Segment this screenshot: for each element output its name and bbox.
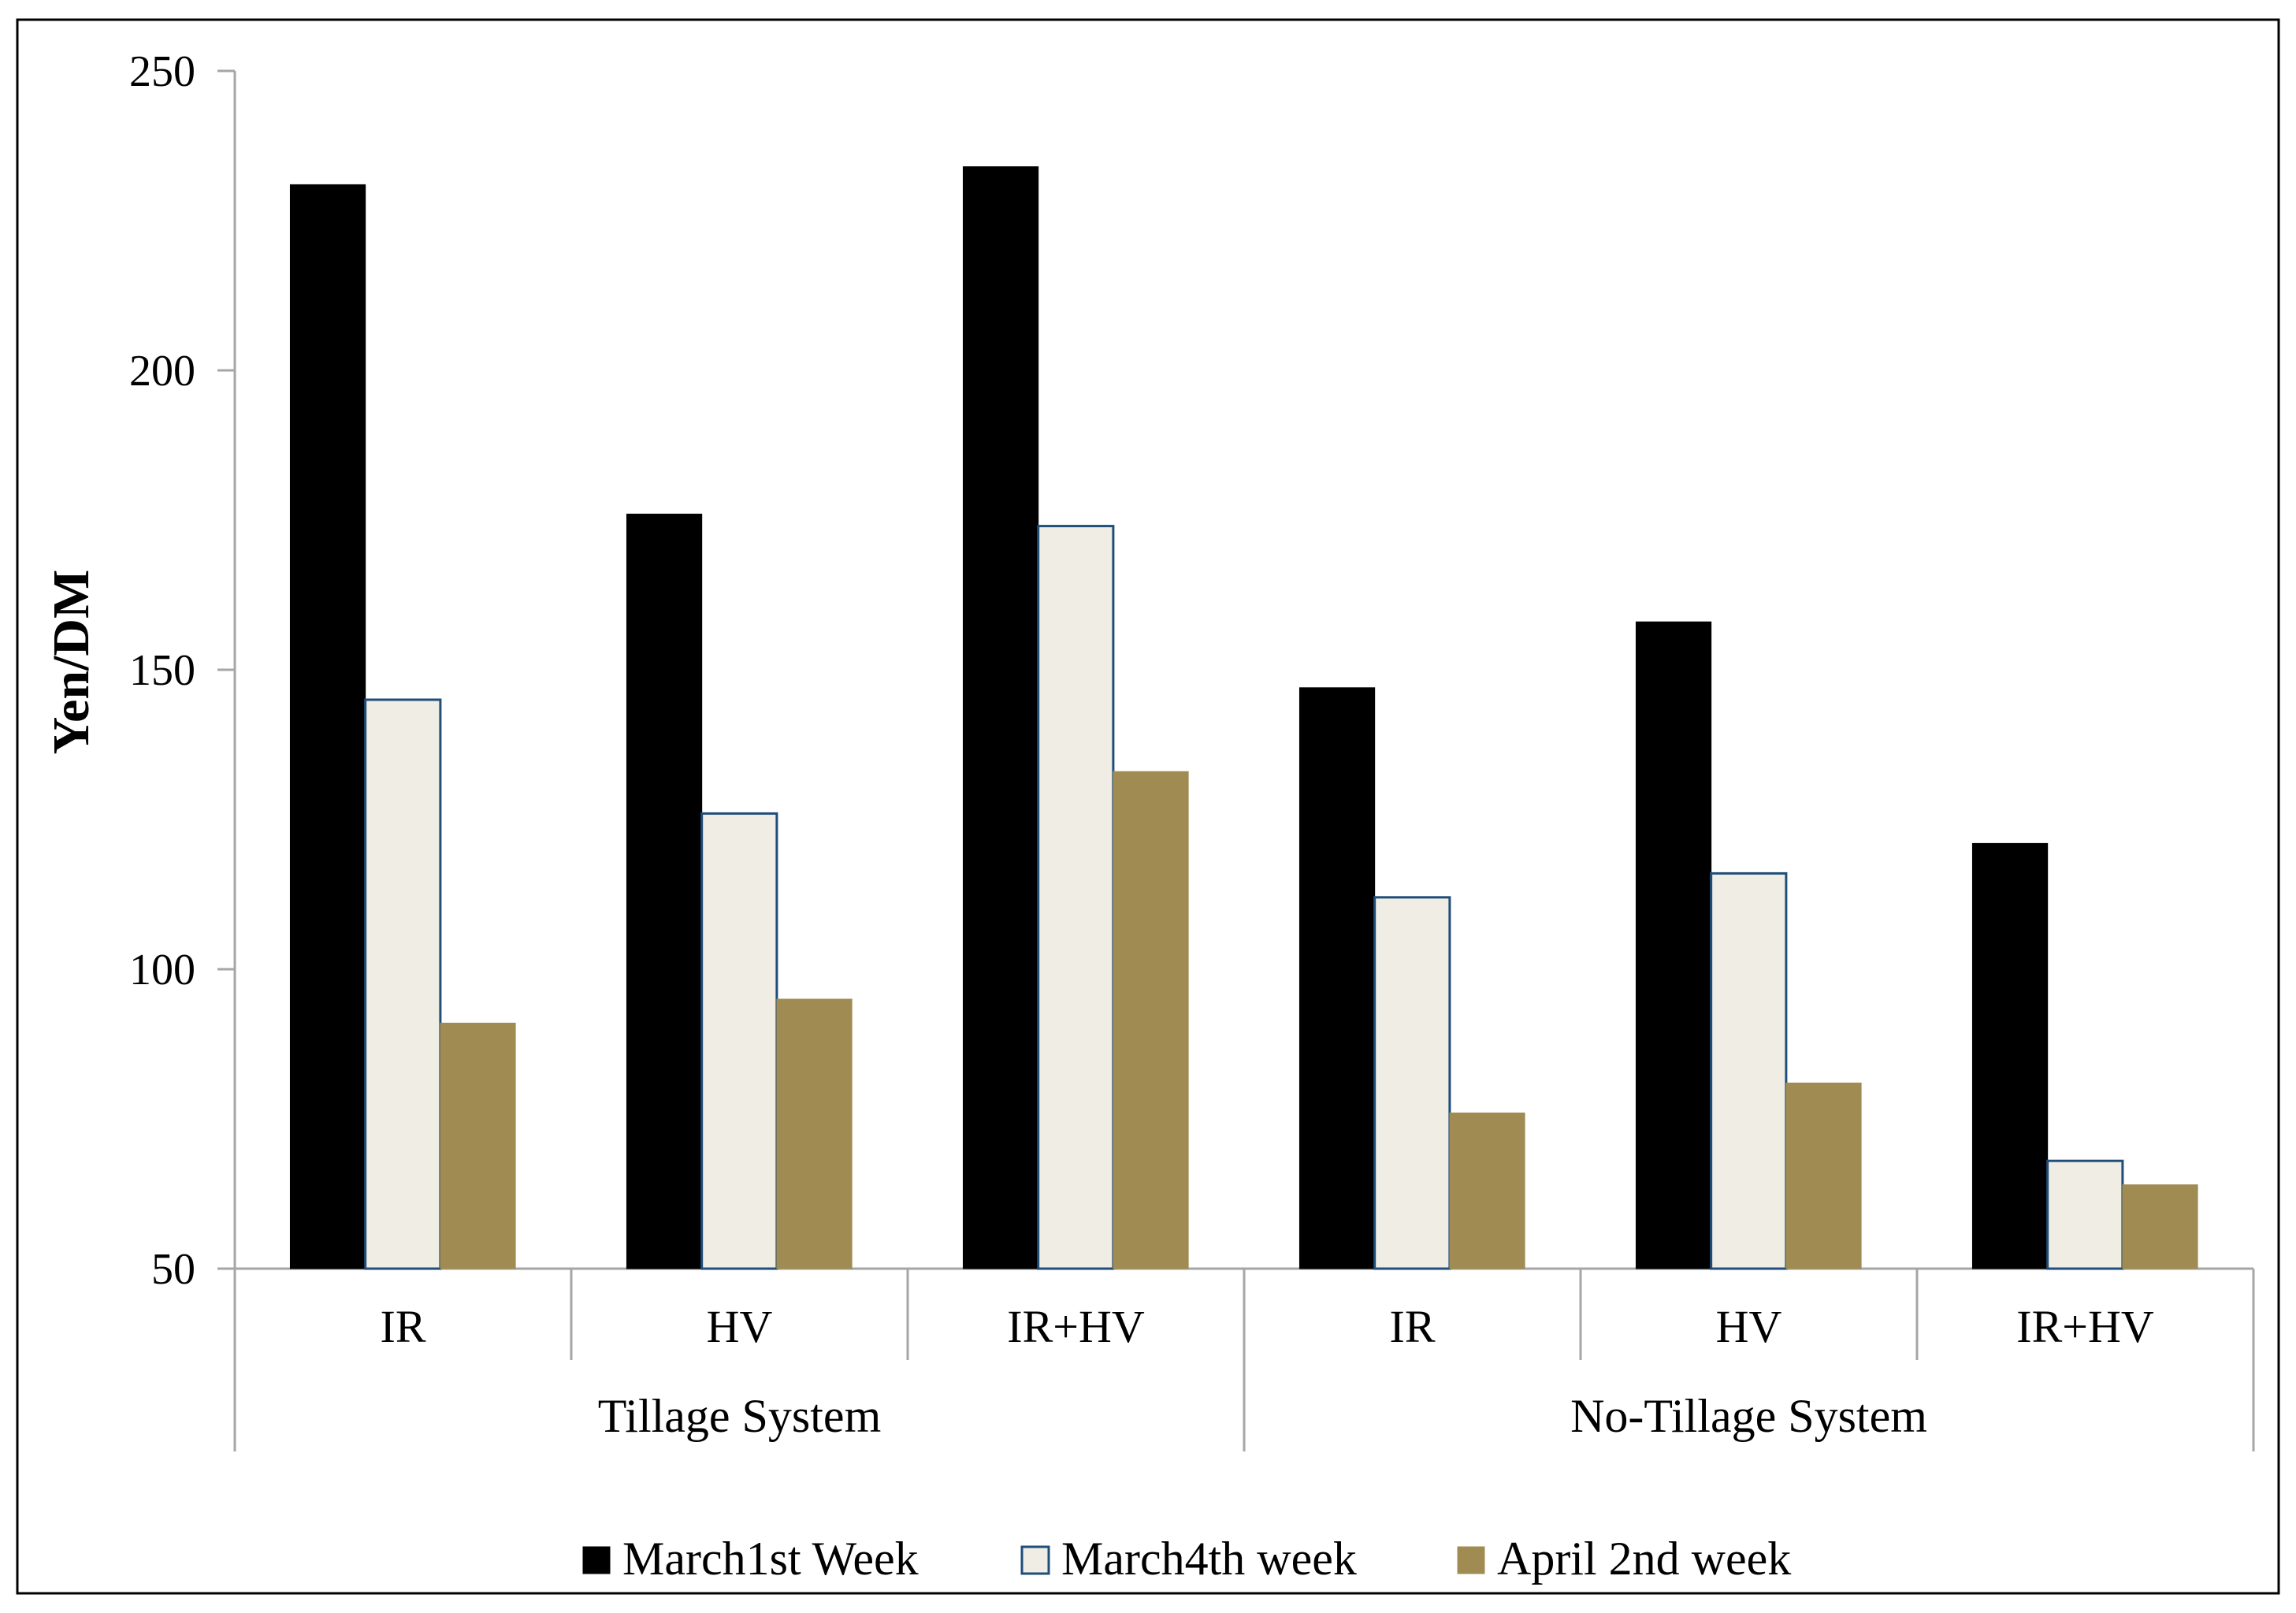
x-category-label: IR	[381, 1301, 426, 1352]
bar-1-4	[1710, 872, 1788, 1270]
bar-0-4	[1635, 621, 1712, 1269]
legend-label: March4th week	[1061, 1533, 1357, 1585]
x-category-label: HV	[707, 1301, 773, 1352]
legend-swatch	[1020, 1545, 1050, 1575]
bar-1-1	[700, 812, 778, 1270]
legend-label: April 2nd week	[1497, 1533, 1791, 1585]
y-tick-label: 200	[129, 347, 195, 396]
bar-2-1	[776, 998, 853, 1269]
legend-label: March1st Week	[622, 1533, 919, 1585]
y-tick-label: 50	[151, 1245, 195, 1294]
legend-swatch	[1457, 1546, 1485, 1574]
x-category-label: IR+HV	[1007, 1301, 1145, 1352]
bar-0-5	[1971, 842, 2049, 1269]
bar-1-0	[364, 698, 442, 1270]
x-category-label: IR+HV	[2016, 1301, 2154, 1352]
legend: March1st Week March4th week April 2nd week	[582, 1533, 1791, 1585]
bar-0-3	[1298, 687, 1376, 1269]
x-category-label: IR	[1390, 1301, 1436, 1352]
bar-0-2	[962, 166, 1039, 1269]
bar-0-0	[289, 184, 366, 1269]
bars	[289, 166, 2198, 1270]
y-tick-label: 100	[129, 946, 195, 994]
bar-1-3	[1373, 896, 1451, 1270]
y-tick-label: 250	[129, 47, 195, 96]
bar-2-3	[1449, 1112, 1525, 1269]
bar-1-2	[1037, 525, 1115, 1270]
bar-2-4	[1785, 1082, 1862, 1269]
x-category-label: HV	[1716, 1301, 1782, 1352]
y-axis-title: Yen/DM	[43, 570, 100, 755]
legend-swatch	[582, 1546, 611, 1574]
bar-2-5	[2122, 1184, 2198, 1269]
bar-2-2	[1113, 771, 1189, 1269]
x-group-label: Tillage System	[598, 1390, 882, 1442]
y-tick-label: 150	[129, 646, 195, 695]
x-group-label: No-Tillage System	[1570, 1390, 1927, 1442]
bar-2-0	[440, 1022, 516, 1269]
bar-1-5	[2046, 1159, 2124, 1270]
bar-0-1	[626, 513, 703, 1269]
labels: 50 100 150 200 250 IR HV IR+HV IR HV IR+HV Tillage …	[129, 47, 2154, 1442]
axes	[217, 69, 2255, 1451]
